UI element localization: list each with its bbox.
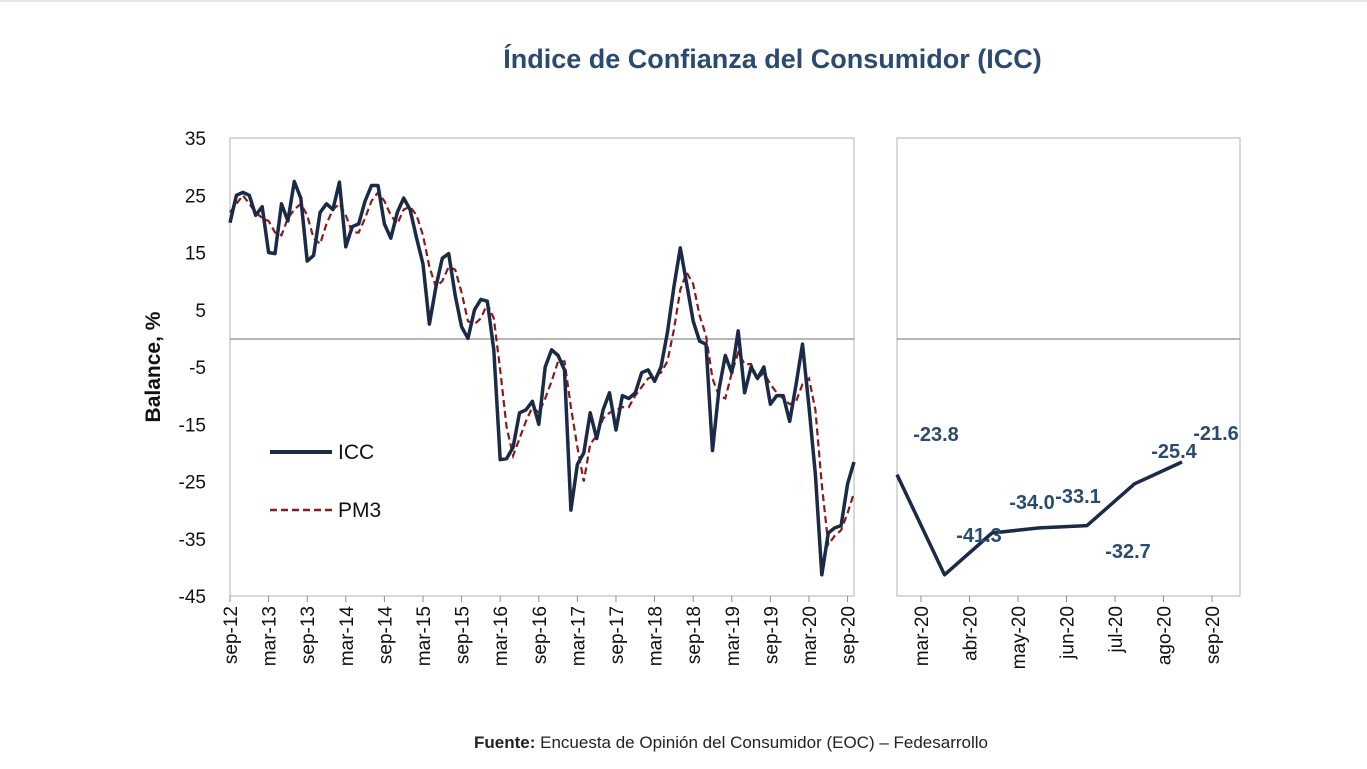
inset-data-label: -21.6 [1193,423,1239,445]
inset-x-tick-label: mar-20 [912,606,933,666]
inset-x-tick-group: mar-20 abr-20 may-20 jun-20 jul-20 ago-20 sep-… [912,596,1224,669]
inset-data-label: -41.3 [956,525,1002,547]
x-tick-label: sep-20 [839,606,860,664]
inset-x-tick-label: jun-20 [1058,606,1079,660]
inset-data-label: -25.4 [1151,441,1197,463]
y-tick-label: -5 [189,358,206,379]
inset-x-tick-label: abr-20 [961,606,982,661]
x-tick-label: mar-14 [337,606,358,667]
y-tick-label: 5 [195,301,206,322]
y-tick-label: 15 [185,244,206,265]
x-tick-label: mar-17 [568,606,589,666]
y-tick-label: -25 [179,473,206,494]
legend: ICC PM3 [270,441,381,522]
chart-title: Índice de Confianza del Consumidor (ICC) [503,44,1042,74]
x-tick-label: mar-16 [491,606,512,666]
series-pm3-line [229,190,856,548]
legend-icc-label: ICC [338,441,374,464]
inset-x-tick-label: jul-20 [1106,606,1127,653]
y-tick-label: -45 [179,587,206,608]
x-tick-label: sep-17 [607,606,628,664]
x-tick-label: mar-19 [723,606,744,666]
inset-data-label: -23.8 [913,424,959,446]
y-tick-label: -35 [179,530,206,551]
top-divider [0,0,1367,2]
x-tick-label: sep-13 [298,606,319,664]
x-tick-label: mar-15 [414,606,435,666]
x-tick-label: sep-18 [684,606,705,664]
x-tick-label: sep-12 [221,606,242,664]
inset-data-label-group: -23.8 -41.3 -34.0 -33.1 -32.7 -25.4-21.6 [913,423,1239,563]
source-note: Fuente: Encuesta de Opinión del Consumid… [0,733,1367,753]
x-tick-group: sep-12 mar-13 sep-13 mar-14 sep-14 mar-15 sep-… [221,596,860,666]
legend-pm3-label: PM3 [338,499,381,522]
main-plot-frame [229,137,855,597]
x-tick-label: mar-18 [646,606,667,666]
y-tick-label: 35 [185,129,206,150]
x-tick-label: sep-16 [530,606,551,664]
inset-data-label: -32.7 [1105,541,1151,563]
inset-series-icc-line [895,460,1183,577]
source-text: Encuesta de Opinión del Consumidor (EOC)… [535,733,988,752]
inset-data-label: -33.1 [1055,486,1101,508]
y-tick-label: -15 [179,415,206,436]
source-label: Fuente: [474,733,536,752]
inset-plot-frame [896,137,1241,597]
series-icc-line [228,179,856,577]
y-axis-label: Balance, % [142,311,165,422]
inset-data-label: -34.0 [1009,492,1055,514]
inset-x-tick-label: ago-20 [1155,606,1176,665]
x-tick-label: mar-13 [260,606,281,666]
x-tick-label: sep-14 [375,606,396,665]
y-tick-label: 25 [185,186,206,207]
x-tick-label: sep-15 [453,606,474,664]
inset-x-tick-label: may-20 [1009,606,1030,669]
x-tick-label: sep-19 [761,606,782,664]
inset-x-tick-label: sep-20 [1203,606,1224,664]
x-tick-label: mar-20 [800,606,821,666]
y-tick-group: 35 25 15 5 -5 -15 -25 -35 -45 [179,129,206,608]
